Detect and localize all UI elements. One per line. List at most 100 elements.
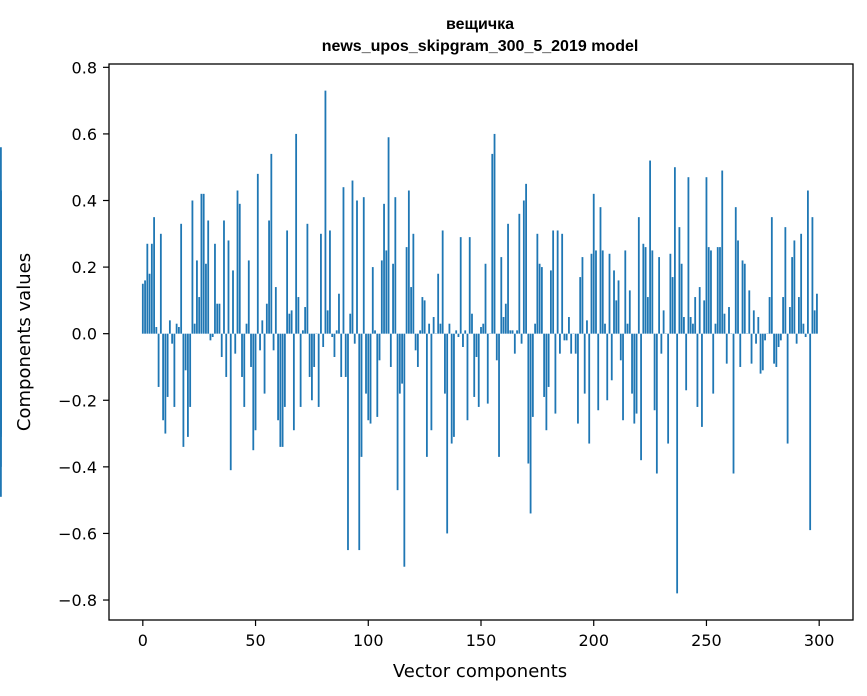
bar-211 <box>617 280 620 334</box>
bar-221 <box>640 333 642 461</box>
bar-163 <box>509 330 512 334</box>
bar-undefined <box>0 330 2 334</box>
bar-169 <box>522 200 525 334</box>
bar-220 <box>637 217 640 334</box>
bar-82 <box>326 310 329 334</box>
bar-199 <box>590 253 593 334</box>
bar-105 <box>378 333 381 361</box>
bar-48 <box>250 333 252 367</box>
bar-series <box>0 90 818 594</box>
bar-30 <box>209 333 212 341</box>
bar-147 <box>473 333 476 397</box>
bar-110 <box>389 333 392 367</box>
bar-63 <box>283 333 286 407</box>
bar-50 <box>254 333 257 431</box>
bar-27 <box>202 193 205 334</box>
bar-113 <box>396 333 399 491</box>
bar-67 <box>292 333 295 431</box>
bar-41 <box>234 333 237 354</box>
bar-47 <box>247 260 250 334</box>
bar-254 <box>714 323 717 334</box>
bar-5 <box>153 217 155 334</box>
bar-109 <box>387 137 390 334</box>
bar-28 <box>205 263 207 334</box>
bar-43 <box>238 203 241 334</box>
bar-214 <box>624 250 627 334</box>
x-tick-label: 200 <box>578 631 609 650</box>
bar-140 <box>457 333 460 338</box>
y-tick-label: 0.4 <box>72 192 97 211</box>
bar-265 <box>739 333 742 367</box>
bar-90 <box>344 333 347 377</box>
bar-65 <box>288 313 291 334</box>
bar-178 <box>543 333 546 397</box>
bar-86 <box>335 330 338 334</box>
bar-279 <box>770 217 773 334</box>
bar-131 <box>437 273 440 334</box>
bar-37 <box>225 333 228 377</box>
bar-58 <box>272 333 275 351</box>
bar-216 <box>628 290 631 334</box>
bar-187 <box>563 333 566 341</box>
bar-49 <box>252 333 255 451</box>
bar-undefined <box>0 190 2 334</box>
bar-244 <box>692 323 694 334</box>
bar-33 <box>216 303 219 334</box>
bar-76 <box>313 333 316 367</box>
bar-125 <box>423 300 426 334</box>
bar-6 <box>155 327 158 334</box>
bar-196 <box>583 333 586 394</box>
bar-218 <box>633 333 636 424</box>
bar-undefined <box>0 333 2 434</box>
bar-201 <box>595 250 597 334</box>
bar-290 <box>795 333 798 344</box>
bar-182 <box>552 230 555 334</box>
bar-133 <box>441 230 444 334</box>
bar-204 <box>601 250 604 334</box>
bar-146 <box>471 313 473 334</box>
bar-139 <box>455 330 458 334</box>
bar-245 <box>694 297 697 334</box>
bar-135 <box>446 333 449 534</box>
bar-174 <box>534 323 537 334</box>
bar-172 <box>529 333 532 514</box>
bar-256 <box>719 247 721 334</box>
bar-197 <box>586 320 588 334</box>
bar-247 <box>698 287 701 334</box>
bar-234 <box>669 253 672 334</box>
x-tick-label: 250 <box>691 631 722 650</box>
bar-170 <box>525 183 527 334</box>
bar-281 <box>775 333 778 367</box>
bar-180 <box>547 333 550 387</box>
bar-14 <box>173 333 176 407</box>
bar-64 <box>286 230 289 334</box>
x-tick-label: 100 <box>353 631 384 650</box>
bar-294 <box>804 333 807 338</box>
bar-7 <box>157 333 160 387</box>
bar-177 <box>540 267 543 334</box>
bar-29 <box>207 220 210 334</box>
bar-190 <box>570 333 573 354</box>
x-tick-label: 300 <box>804 631 835 650</box>
bar-173 <box>531 333 534 417</box>
bar-212 <box>619 333 622 361</box>
bar-168 <box>520 333 523 344</box>
bar-285 <box>784 227 787 334</box>
bar-4 <box>150 243 153 334</box>
bar-284 <box>782 297 785 334</box>
bar-264 <box>737 240 739 334</box>
x-tick-label: 0 <box>138 631 148 650</box>
bar-26 <box>200 193 203 334</box>
bar-32 <box>214 243 216 334</box>
bar-96 <box>358 333 361 551</box>
bar-176 <box>538 263 541 334</box>
bar-51 <box>256 173 259 334</box>
x-tick-label: 50 <box>245 631 265 650</box>
bar-223 <box>644 247 647 334</box>
bar-238 <box>678 227 681 334</box>
bar-207 <box>608 253 611 334</box>
bar-3 <box>148 273 151 334</box>
bar-164 <box>511 330 514 334</box>
bar-175 <box>536 233 539 334</box>
bar-121 <box>414 333 417 351</box>
